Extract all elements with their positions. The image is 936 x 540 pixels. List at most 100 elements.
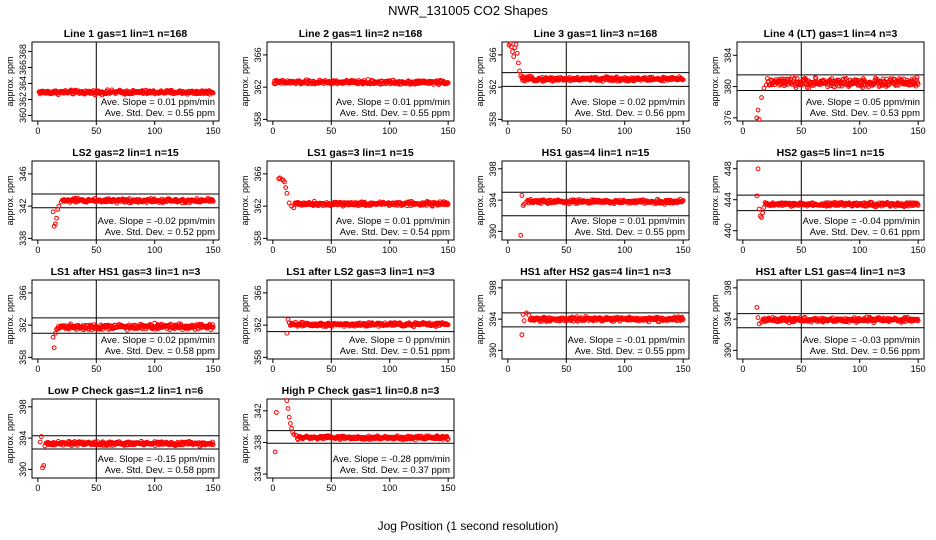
data-point-transient: [517, 68, 522, 74]
y-tick-label: 360: [18, 108, 28, 123]
data-point-transient: [284, 190, 290, 196]
std-dev-annotation: Ave. Std. Dev. = 0.37 ppm: [340, 465, 450, 476]
data-point: [210, 322, 215, 328]
data-point-transient: [38, 434, 44, 439]
data-point-transient: [761, 205, 767, 210]
y-axis-label: approx. ppm: [475, 56, 485, 106]
data-point-transient: [755, 107, 761, 113]
x-tick-label: 100: [147, 245, 162, 255]
x-tick-label: 0: [35, 483, 40, 493]
data-points: [284, 317, 451, 336]
data-point: [680, 77, 686, 83]
y-axis-label: approx. ppm: [5, 56, 15, 106]
panel-title: LS1 gas=3 lin=1 n=15: [307, 147, 414, 159]
x-tick-label: 50: [326, 364, 336, 374]
data-point-transient: [52, 221, 58, 227]
x-tick-label: 50: [91, 364, 101, 374]
panel-11: HS1 after HS2 gas=4 lin=1 n=3 0 50 100 150 39…: [475, 266, 691, 374]
slope-annotation: Ave. Slope = 0.01 ppm/min: [571, 216, 685, 227]
data-point: [210, 198, 216, 204]
y-tick-label: 362: [253, 199, 263, 214]
data-point-transient: [510, 49, 515, 55]
x-tick-label: 150: [206, 364, 221, 374]
y-tick-label: 390: [18, 462, 28, 477]
y-tick-label: 366: [253, 47, 263, 62]
data-point: [914, 74, 920, 80]
data-point-transient: [284, 398, 290, 403]
data-point-transient: [283, 185, 289, 191]
y-tick-label: 366: [488, 47, 498, 62]
std-dev-annotation: Ave. Std. Dev. = 0.55 ppm: [340, 108, 450, 119]
panel-3: Line 3 gas=1 lin=3 n=168 0 50 100 150 358 362 3…: [475, 28, 691, 136]
x-tick-label: 0: [35, 245, 40, 255]
std-dev-annotation: Ave. Std. Dev. = 0.56 ppm: [575, 108, 685, 119]
data-point: [843, 76, 849, 81]
x-tick-label: 150: [676, 364, 691, 374]
x-tick-label: 0: [270, 126, 275, 136]
data-point-transient: [290, 429, 296, 435]
slope-annotation: Ave. Slope = 0.01 ppm/min: [336, 97, 450, 108]
x-tick-label: 0: [270, 364, 275, 374]
slope-annotation: Ave. Slope = 0.05 ppm/min: [806, 97, 920, 108]
y-tick-label: 384: [723, 48, 733, 63]
data-point-transient: [755, 315, 761, 320]
data-points: [506, 41, 686, 84]
data-point: [793, 85, 799, 91]
y-axis-label: approx. ppm: [475, 294, 485, 344]
data-points: [271, 77, 451, 88]
data-point: [680, 198, 686, 203]
slope-annotation: Ave. Slope = -0.02 ppm/min: [98, 216, 215, 227]
x-tick-label: 50: [796, 245, 806, 255]
data-point-transient: [52, 330, 58, 336]
data-points: [518, 193, 686, 238]
data-point-transient: [50, 209, 56, 215]
panel-frame: [501, 41, 690, 122]
y-axis-label: approx. ppm: [5, 175, 15, 225]
data-point-transient: [761, 85, 767, 91]
std-dev-annotation: Ave. Std. Dev. = 0.55 ppm: [575, 346, 685, 357]
y-axis-label: approx. ppm: [475, 175, 485, 225]
panel-14: High P Check gas=1 lin=0.8 n=3 0 50 100 150 3…: [240, 385, 456, 493]
y-axis-label: approx. ppm: [240, 294, 250, 344]
panel-13: Low P Check gas=1.2 lin=1 n=6 0 50 100 150 39…: [5, 385, 221, 493]
y-tick-label: 362: [488, 80, 498, 95]
data-point-transient: [756, 206, 762, 212]
std-dev-annotation: Ave. Std. Dev. = 0.58 ppm: [105, 465, 215, 476]
panel-title: Low P Check gas=1.2 lin=1 n=6: [48, 385, 203, 397]
x-tick-label: 150: [441, 483, 456, 493]
data-point-transient: [40, 465, 45, 471]
x-tick-label: 100: [147, 126, 162, 136]
std-dev-annotation: Ave. Std. Dev. = 0.58 ppm: [105, 346, 215, 357]
panel-9: LS1 after HS1 gas=3 lin=1 n=3 0 50 100 150 35…: [5, 266, 221, 374]
y-tick-label: 448: [723, 161, 733, 176]
data-point: [915, 318, 921, 324]
panel-6: LS1 gas=3 lin=1 n=15 0 50 100 150 358 362 366ap…: [240, 147, 456, 255]
data-points: [519, 310, 686, 338]
data-point-transient: [511, 54, 517, 59]
std-dev-annotation: Ave. Std. Dev. = 0.56 ppm: [810, 346, 920, 357]
data-point-transient: [759, 215, 764, 220]
y-tick-label: 358: [253, 350, 263, 365]
data-point-transient: [285, 406, 291, 411]
y-tick-label: 394: [723, 312, 733, 327]
panel-frame: [31, 279, 220, 360]
panel-title: LS2 gas=2 lin=1 n=15: [72, 147, 179, 159]
x-tick-label: 50: [561, 126, 571, 136]
x-tick-label: 50: [91, 483, 101, 493]
page-title: NWR_131005 CO2 Shapes: [388, 3, 548, 18]
data-points: [36, 87, 216, 98]
data-point: [806, 85, 812, 91]
data-point-transient: [37, 439, 43, 445]
panel-12: HS1 after LS1 gas=4 lin=1 n=3 0 50 100 150 39…: [710, 266, 926, 374]
slope-annotation: Ave. Slope = -0.15 ppm/min: [98, 454, 215, 465]
data-point-transient: [289, 425, 294, 431]
panel-frame: [736, 160, 925, 241]
panel-frame: [266, 41, 455, 122]
x-tick-label: 150: [206, 126, 221, 136]
x-tick-label: 100: [147, 483, 162, 493]
y-tick-label: 362: [18, 318, 28, 333]
slope-annotation: Ave. Slope = 0 ppm/min: [349, 335, 450, 346]
data-point-transient: [760, 210, 766, 216]
x-tick-label: 0: [35, 364, 40, 374]
y-tick-label: 358: [253, 231, 263, 246]
